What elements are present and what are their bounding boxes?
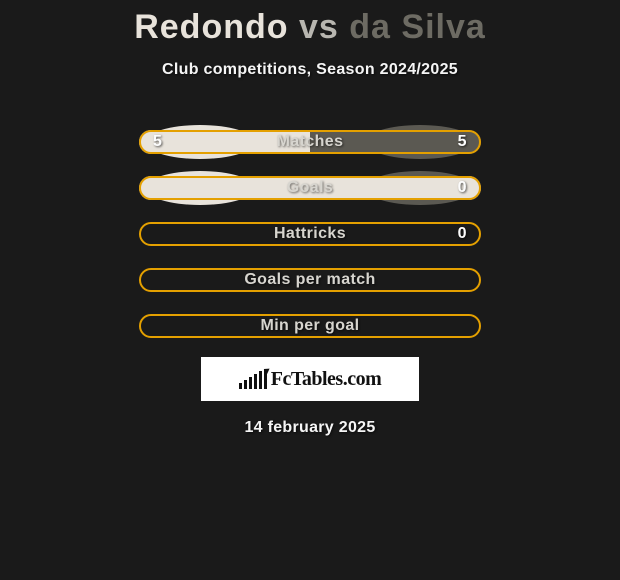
stat-row: 5 5 Matches — [139, 119, 481, 165]
stat-label: Goals per match — [244, 271, 375, 289]
fctables-logo: FcTables.com — [201, 357, 419, 401]
logo-bars-icon — [239, 369, 267, 389]
player1-name: Redondo — [134, 8, 288, 46]
stat-label: Matches — [277, 133, 344, 151]
stat-pill: 0 Hattricks — [139, 222, 481, 246]
value-left: 5 — [153, 133, 162, 151]
vs-text: vs — [299, 8, 339, 46]
stat-pill: 5 5 Matches — [139, 130, 481, 154]
logo-bar — [239, 383, 242, 389]
stat-label: Min per goal — [260, 317, 359, 335]
stat-label: Hattricks — [274, 225, 346, 243]
logo-text: FcTables.com — [271, 368, 381, 391]
logo-bar — [244, 380, 247, 389]
headline: Redondo vs da Silva — [134, 8, 486, 47]
stat-row: Goals per match — [139, 257, 481, 303]
logo-bar — [249, 377, 252, 389]
stat-pill: 0 Goals — [139, 176, 481, 200]
player2-name: da Silva — [349, 8, 486, 46]
value-right: 5 — [458, 133, 467, 151]
stat-row: 0 Hattricks — [139, 211, 481, 257]
stat-row: Min per goal — [139, 303, 481, 349]
logo-bar — [254, 374, 257, 389]
value-right: 0 — [458, 179, 467, 197]
stat-pill: Goals per match — [139, 268, 481, 292]
stat-label: Goals — [287, 179, 333, 197]
stats-list: 5 5 Matches 0 Goals 0 Hattricks Goals per match… — [139, 119, 481, 349]
date-label: 14 february 2025 — [244, 419, 375, 437]
subtitle: Club competitions, Season 2024/2025 — [162, 61, 458, 79]
comparison-infographic: Redondo vs da Silva Club competitions, S… — [0, 0, 620, 437]
value-right: 0 — [458, 225, 467, 243]
stat-row: 0 Goals — [139, 165, 481, 211]
logo-bar — [259, 371, 262, 389]
stat-pill: Min per goal — [139, 314, 481, 338]
